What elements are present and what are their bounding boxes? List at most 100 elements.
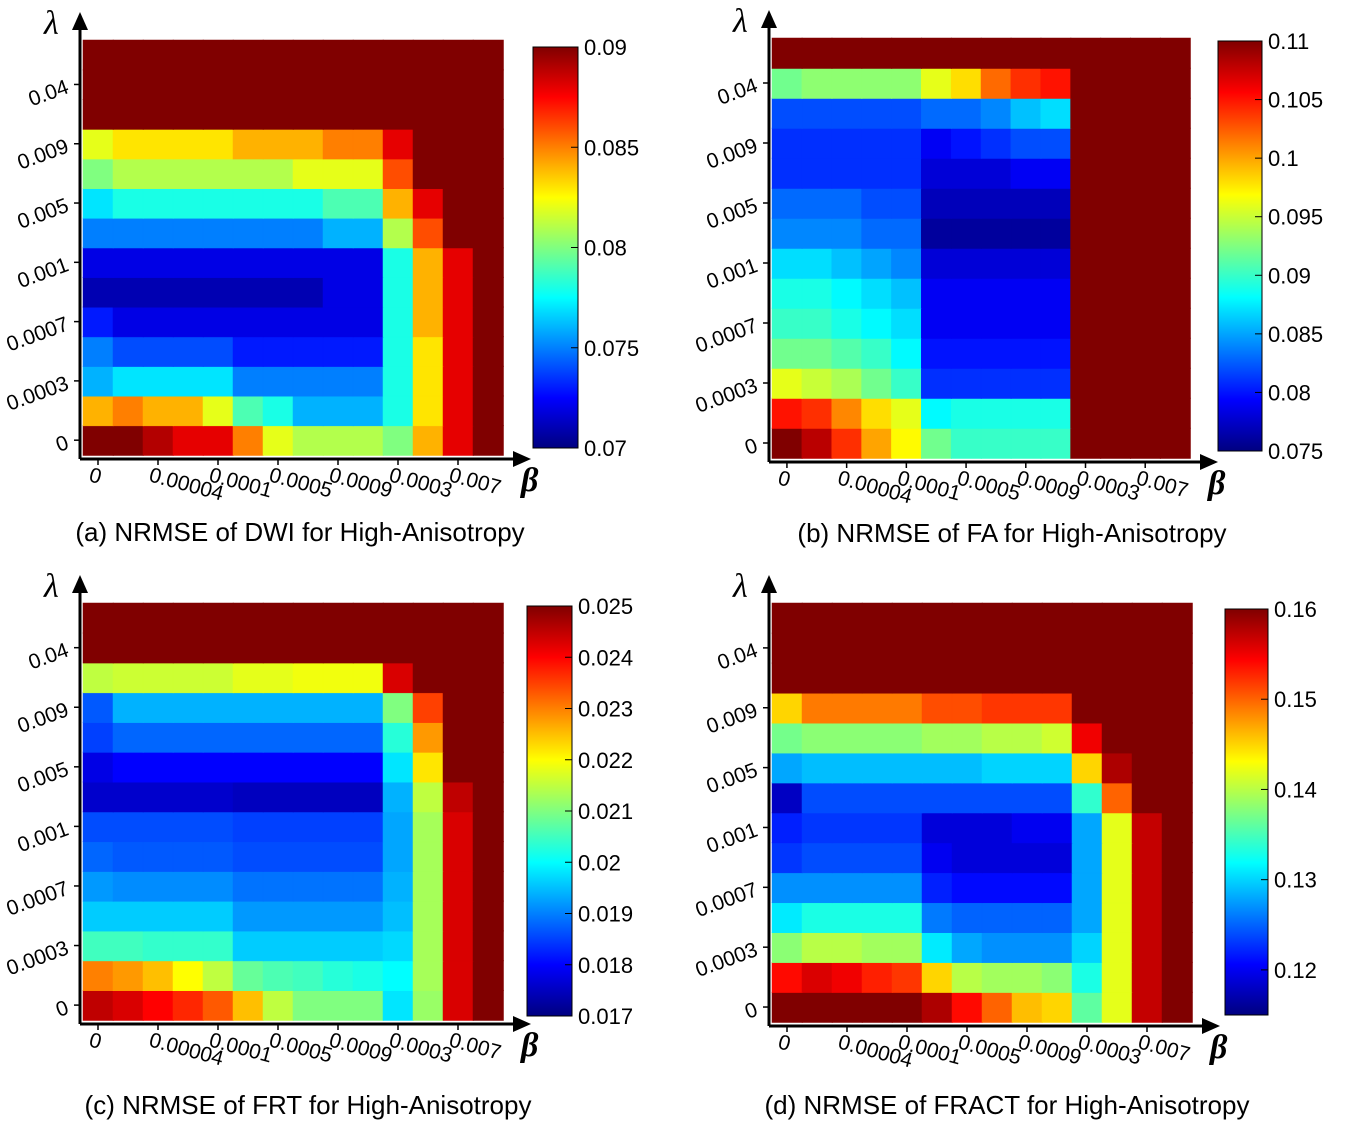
cell bbox=[831, 782, 863, 814]
cell bbox=[1130, 67, 1161, 99]
cell bbox=[950, 127, 982, 159]
cell bbox=[801, 217, 833, 249]
cell bbox=[232, 960, 264, 991]
cell bbox=[322, 365, 354, 397]
cell bbox=[981, 812, 1013, 844]
cell bbox=[1161, 902, 1193, 933]
cell bbox=[322, 781, 354, 813]
cell bbox=[322, 158, 354, 189]
cell bbox=[322, 900, 354, 932]
cell bbox=[172, 128, 204, 160]
cell bbox=[1040, 337, 1072, 369]
cell bbox=[801, 247, 833, 279]
x-axis-arrow bbox=[513, 1016, 531, 1032]
cell bbox=[1070, 187, 1102, 219]
cell bbox=[1131, 872, 1163, 904]
cell bbox=[322, 39, 354, 71]
cell bbox=[202, 306, 234, 338]
cell bbox=[1100, 187, 1132, 219]
cell bbox=[82, 930, 114, 962]
cell bbox=[891, 157, 923, 189]
cell bbox=[412, 870, 444, 902]
cell bbox=[112, 187, 144, 219]
cell bbox=[142, 900, 174, 932]
cell bbox=[861, 961, 893, 993]
cell bbox=[352, 365, 384, 397]
cell bbox=[1010, 217, 1042, 249]
cell bbox=[412, 425, 444, 456]
colorbar-tick-label: 0.08 bbox=[1268, 380, 1311, 405]
cell bbox=[82, 336, 114, 367]
cell bbox=[472, 128, 504, 160]
cell bbox=[771, 602, 803, 634]
cell bbox=[801, 692, 833, 724]
cell bbox=[322, 602, 354, 634]
cell bbox=[442, 99, 474, 130]
cell bbox=[981, 842, 1013, 874]
x-tick-label: 0.0009 bbox=[1016, 1031, 1084, 1070]
cell bbox=[472, 692, 504, 723]
cell bbox=[981, 931, 1013, 963]
y-tick-label: 0.001 bbox=[14, 253, 71, 293]
cell bbox=[112, 870, 144, 902]
cell bbox=[861, 367, 893, 399]
cell bbox=[352, 751, 384, 783]
cell bbox=[442, 602, 474, 634]
cell bbox=[142, 811, 174, 843]
cell bbox=[172, 247, 204, 278]
cell bbox=[831, 157, 863, 189]
cell bbox=[771, 127, 803, 159]
cell bbox=[831, 812, 863, 844]
colorbar-tick-label: 0.02 bbox=[578, 850, 621, 875]
cell bbox=[232, 602, 264, 634]
x-axis-label: β bbox=[1206, 465, 1226, 502]
cell bbox=[771, 632, 803, 664]
cell bbox=[292, 395, 324, 427]
cell bbox=[112, 306, 144, 338]
cell bbox=[322, 425, 354, 456]
cell bbox=[172, 692, 204, 723]
cell bbox=[1101, 692, 1133, 724]
cell bbox=[1040, 247, 1072, 279]
cell bbox=[352, 336, 384, 367]
cell bbox=[472, 158, 504, 189]
colorbar-tick-label: 0.085 bbox=[584, 135, 639, 160]
cell bbox=[292, 930, 324, 962]
cell bbox=[801, 427, 833, 459]
x-axis-label: β bbox=[1208, 1029, 1228, 1066]
cell bbox=[980, 277, 1012, 309]
cell bbox=[1130, 127, 1161, 159]
cell bbox=[142, 276, 174, 308]
cell bbox=[1100, 307, 1132, 339]
cell bbox=[861, 337, 893, 369]
cell bbox=[921, 692, 953, 724]
cell bbox=[1011, 961, 1043, 993]
y-axis-arrow bbox=[761, 575, 777, 593]
cell bbox=[861, 842, 893, 874]
cell bbox=[1041, 782, 1073, 814]
cell bbox=[950, 367, 982, 399]
cell bbox=[202, 187, 234, 219]
cell bbox=[950, 397, 982, 429]
cell bbox=[950, 217, 982, 249]
cell bbox=[891, 842, 923, 874]
cell bbox=[1040, 67, 1072, 99]
cell bbox=[1101, 931, 1133, 963]
cell bbox=[202, 989, 234, 1021]
cell bbox=[412, 721, 444, 753]
cell bbox=[262, 960, 294, 991]
cell bbox=[112, 662, 144, 694]
cell bbox=[382, 336, 414, 367]
cell bbox=[1041, 752, 1073, 784]
cell bbox=[232, 247, 264, 278]
cell bbox=[831, 337, 863, 369]
x-axis-arrow bbox=[513, 451, 531, 467]
cell bbox=[82, 781, 114, 813]
cell bbox=[951, 722, 983, 754]
cell bbox=[352, 247, 384, 278]
cell bbox=[322, 336, 354, 367]
cell bbox=[1040, 277, 1072, 309]
cell bbox=[1100, 37, 1132, 69]
cell bbox=[472, 602, 504, 634]
colorbar-tick-label: 0.12 bbox=[1274, 958, 1317, 983]
